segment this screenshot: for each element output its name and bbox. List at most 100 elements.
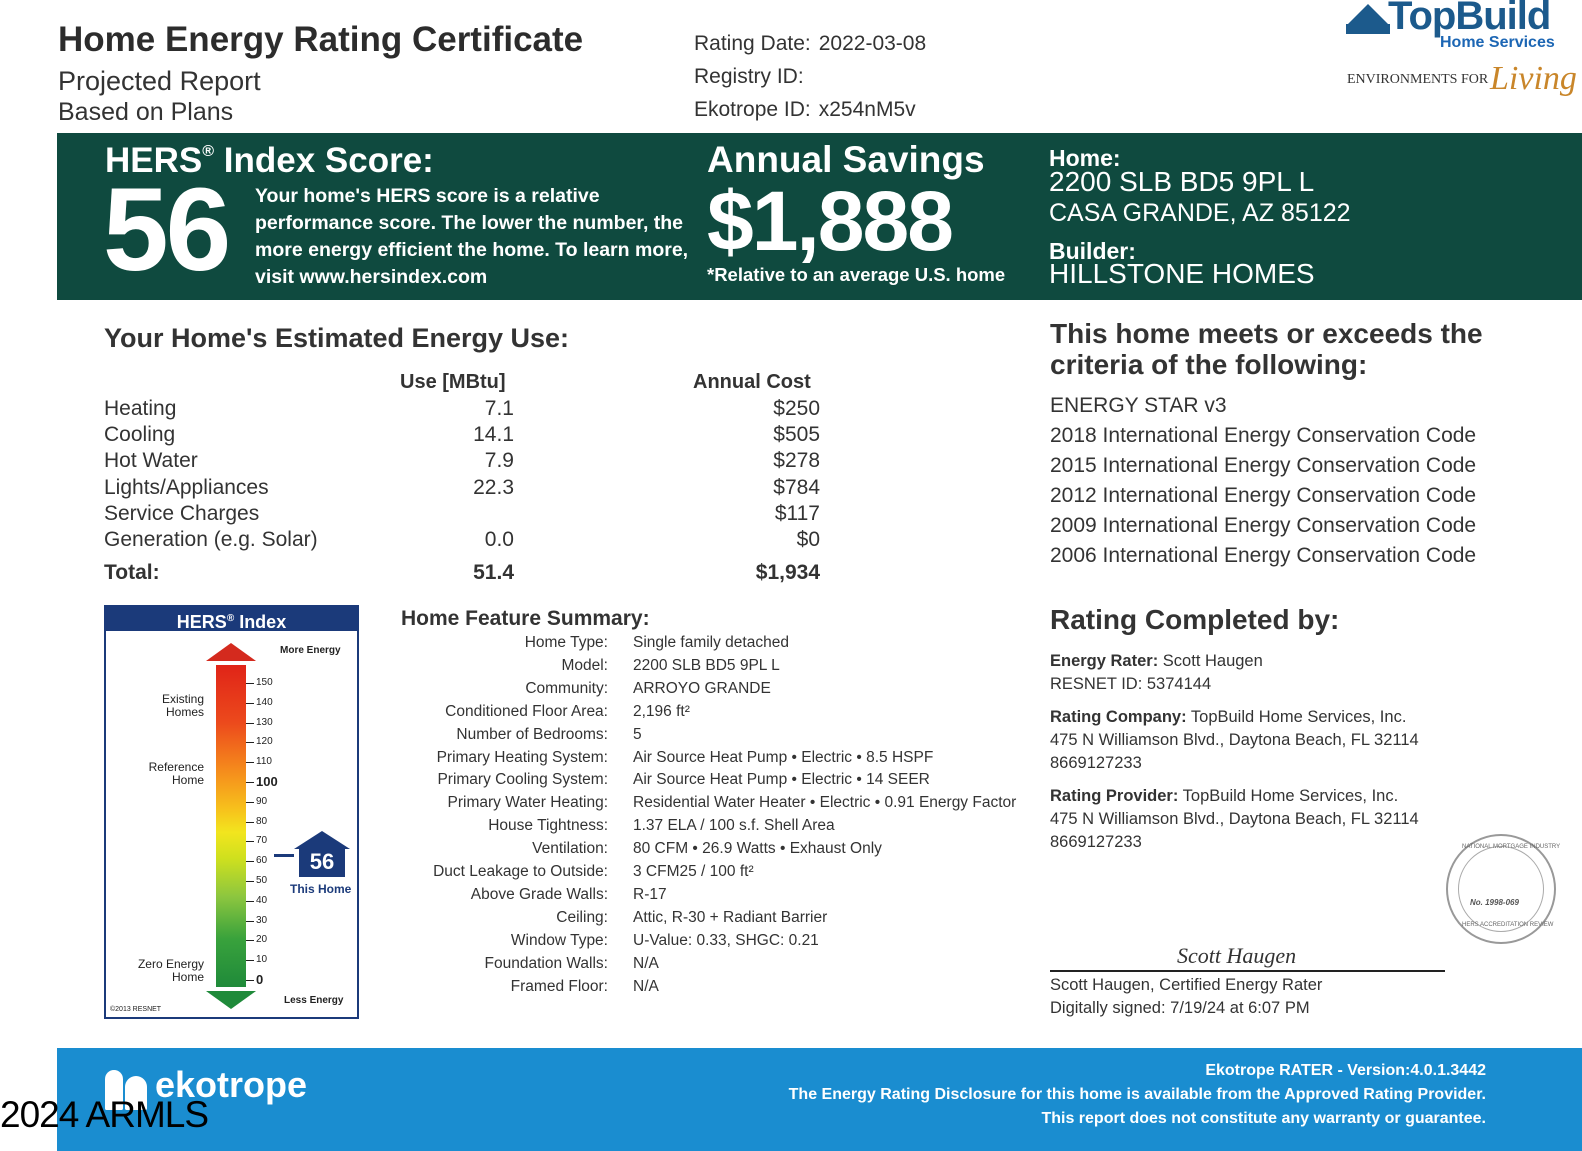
feature-value: U-Value: 0.33, SHGC: 0.21 bbox=[633, 931, 819, 949]
hers-tick-mark bbox=[246, 762, 254, 764]
ekotrope-version: Ekotrope RATER - Version:4.0.1.3442 bbox=[1205, 1062, 1486, 1079]
energy-use-label: Generation (e.g. Solar) bbox=[104, 528, 318, 551]
home-address-line2: CASA GRANDE, AZ 85122 bbox=[1049, 199, 1351, 227]
feature-value: Single family detached bbox=[633, 634, 789, 651]
energy-use-cost: $784 bbox=[773, 476, 820, 499]
annual-savings-amount: $1,888 bbox=[707, 174, 954, 268]
feature-label: Home Type: bbox=[524, 634, 608, 651]
feature-row: House Tightness: 1.37 ELA / 100 s.f. Shel… bbox=[380, 817, 1040, 839]
feature-value: Residential Water Heater • Electric • 0.… bbox=[633, 794, 1017, 812]
feature-row: Ceiling: Attic, R-30 + Radiant Barrier bbox=[380, 909, 1040, 931]
more-energy-label: More Energy bbox=[280, 645, 341, 656]
hers-tick-label: 150 bbox=[256, 677, 273, 688]
arrow-up-icon bbox=[206, 643, 256, 661]
hers-tick-label: 30 bbox=[256, 914, 268, 926]
hers-scale-word: HERS bbox=[176, 612, 227, 632]
energy-use-cost: $0 bbox=[796, 528, 820, 551]
less-energy-label: Less Energy bbox=[284, 995, 344, 1006]
seal-number: No. 1998-069 bbox=[1470, 898, 1519, 907]
energy-use-row: Heating 7.1 $250 bbox=[104, 397, 820, 423]
topbuild-sub: Home Services bbox=[1440, 34, 1555, 51]
energy-use-title: Your Home's Estimated Energy Use: bbox=[104, 323, 570, 353]
hers-tick-mark bbox=[246, 801, 254, 803]
builder-label: Builder: bbox=[1049, 238, 1136, 264]
feature-value: 5 bbox=[633, 725, 642, 743]
energy-use-col-use: Use [MBtu] bbox=[400, 371, 506, 393]
feature-row: Primary Cooling System: Air Source Heat P… bbox=[380, 771, 1040, 793]
signature-line bbox=[1050, 970, 1445, 972]
hers-word: HERS bbox=[105, 141, 203, 180]
energy-use-mbtu: 14.1 bbox=[473, 423, 514, 446]
report-type: Projected Report bbox=[58, 66, 261, 96]
energy-rater: Energy Rater: Scott Haugen bbox=[1050, 652, 1263, 671]
hers-index-scale: HERS® Index More Energy Less Energy Exis… bbox=[104, 605, 359, 1019]
energy-use-cost: $250 bbox=[773, 397, 820, 420]
rating-date-value: 2022-03-08 bbox=[818, 32, 927, 55]
criteria-item: 2015 International Energy Conservation C… bbox=[1050, 454, 1477, 477]
rating-company-address: 475 N Williamson Blvd., Daytona Beach, F… bbox=[1050, 731, 1419, 749]
this-home-score: 56 bbox=[299, 847, 345, 877]
signed-at: Digitally signed: 7/19/24 at 6:07 PM bbox=[1050, 999, 1310, 1017]
hers-tick-mark bbox=[246, 920, 254, 922]
energy-rater-name: Scott Haugen bbox=[1162, 652, 1263, 670]
criteria-item: 2012 International Energy Conservation C… bbox=[1050, 484, 1477, 507]
rating-company-label: Rating Company: bbox=[1050, 708, 1187, 726]
seal-ring-text: NATIONAL MORTGAGE INDUSTRY bbox=[1462, 844, 1561, 850]
zero-energy-home-label: Zero Energy Home bbox=[137, 957, 204, 984]
disclosure-note: The Energy Rating Disclosure for this ho… bbox=[788, 1086, 1486, 1103]
energy-use-total-label: Total: bbox=[104, 561, 160, 584]
accreditation-seal: NATIONAL MORTGAGE INDUSTRY No. 1998-069 … bbox=[1446, 834, 1560, 944]
this-home-label: This Home bbox=[290, 882, 352, 896]
feature-value: Air Source Heat Pump • Electric • 14 SEE… bbox=[633, 771, 930, 789]
topbuild-logo: TopBuild Home Services ENVIRONMENTS FOR … bbox=[1340, 0, 1577, 110]
report-basis: Based on Plans bbox=[58, 98, 234, 126]
hers-tick-label: 70 bbox=[256, 835, 268, 847]
feature-label: Duct Leakage to Outside: bbox=[433, 863, 608, 880]
feature-label: Primary Water Heating: bbox=[447, 794, 609, 812]
score-banner: HERS® Index Score: 56 Your home's HERS s… bbox=[57, 133, 1582, 300]
feature-label: Conditioned Floor Area: bbox=[445, 702, 608, 720]
feature-row: Foundation Walls: N/A bbox=[380, 955, 1040, 977]
hers-tick-mark bbox=[246, 960, 254, 962]
ekotrope-id-label: Ekotrope ID: bbox=[694, 98, 811, 121]
rating-completed-title: Rating Completed by: bbox=[1050, 604, 1340, 635]
energy-use-cost: $278 bbox=[773, 449, 820, 472]
energy-use-mbtu: 7.1 bbox=[484, 397, 514, 420]
energy-use-mbtu: 0.0 bbox=[484, 528, 514, 551]
hers-gradient-bar bbox=[216, 665, 246, 987]
energy-use-row: Service Charges $117 bbox=[104, 502, 820, 528]
hers-score-title: HERS® Index Score: bbox=[105, 141, 434, 181]
feature-label: Window Type: bbox=[510, 931, 608, 949]
hers-tick-mark bbox=[246, 900, 254, 902]
hers-tick-mark bbox=[246, 821, 254, 823]
energy-use-row: Generation (e.g. Solar) 0.0 $0 bbox=[104, 528, 820, 554]
feature-value: N/A bbox=[633, 977, 659, 995]
feature-row: Duct Leakage to Outside: 3 CFM25 / 100 ft… bbox=[380, 863, 1040, 885]
feature-row: Primary Heating System: Air Source Heat P… bbox=[380, 749, 1040, 771]
arrow-down-icon bbox=[206, 991, 256, 1009]
rating-company-name: TopBuild Home Services, Inc. bbox=[1190, 708, 1407, 726]
hers-tick-label: 50 bbox=[256, 875, 268, 886]
annual-savings-title: Annual Savings bbox=[707, 139, 985, 180]
feature-value: 1.37 ELA / 100 s.f. Shell Area bbox=[633, 817, 835, 835]
rating-date-label: Rating Date: bbox=[694, 32, 811, 55]
topbuild-tagline: ENVIRONMENTS FOR bbox=[1347, 72, 1489, 87]
this-home-pointer bbox=[274, 854, 294, 857]
feature-value: 2,196 ft² bbox=[633, 702, 690, 720]
energy-use-row: Lights/Appliances 22.3 $784 bbox=[104, 476, 820, 502]
seal-ring-text-bottom: HERS ACCREDITATION REVIEW bbox=[1462, 922, 1554, 928]
energy-rater-label: Energy Rater: bbox=[1050, 652, 1159, 670]
resnet-copyright: ©2013 RESNET bbox=[110, 1006, 162, 1013]
feature-value: 3 CFM25 / 100 ft² bbox=[633, 863, 754, 880]
criteria-item: 2009 International Energy Conservation C… bbox=[1050, 514, 1477, 537]
energy-use-label: Cooling bbox=[104, 423, 176, 446]
feature-row: Above Grade Walls: R-17 bbox=[380, 886, 1040, 908]
ekotrope-leaf-left bbox=[105, 1070, 123, 1110]
hers-scale-title-rest: Index bbox=[234, 612, 287, 632]
feature-summary-title: Home Feature Summary: bbox=[401, 607, 650, 630]
hers-tick-mark bbox=[246, 742, 254, 744]
energy-use-mbtu: 22.3 bbox=[473, 476, 514, 499]
registry-id: Registry ID: bbox=[694, 65, 812, 89]
rating-provider: Rating Provider: TopBuild Home Services,… bbox=[1050, 787, 1398, 806]
rating-company-phone: 8669127233 bbox=[1050, 754, 1142, 772]
